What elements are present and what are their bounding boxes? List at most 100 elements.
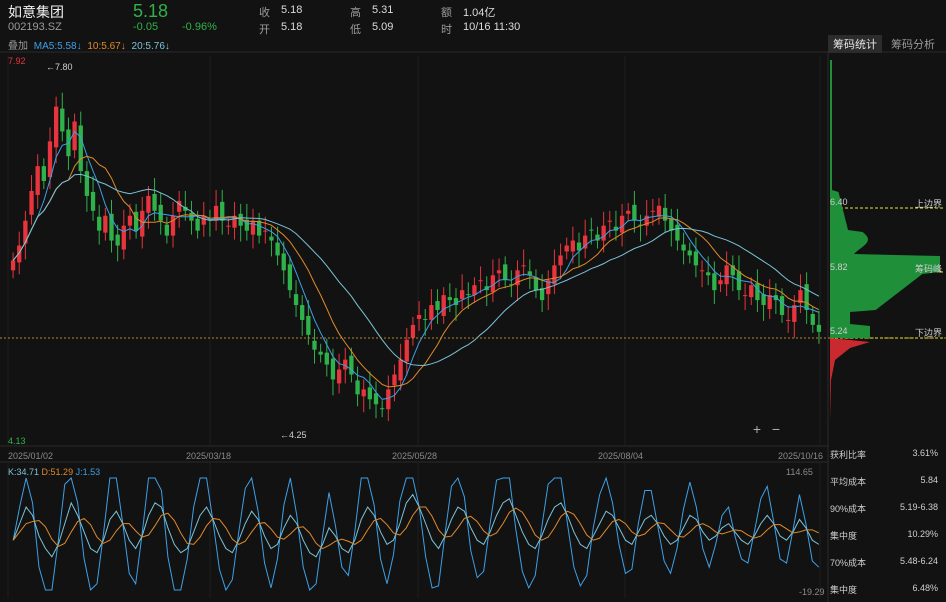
ma-line bbox=[12, 130, 820, 400]
candle-body bbox=[164, 224, 170, 236]
candle-body bbox=[398, 359, 403, 381]
candle-body bbox=[183, 206, 188, 211]
candle-body bbox=[712, 273, 717, 291]
date-label: 2025/03/18 bbox=[186, 451, 232, 461]
kdj-j: J:1.53 bbox=[75, 467, 101, 477]
candle-body bbox=[121, 225, 126, 250]
stat-value: 5.19-6.38 bbox=[899, 502, 938, 512]
candle-body bbox=[146, 195, 151, 213]
stat-value: 10.29% bbox=[907, 529, 938, 539]
candle-body bbox=[539, 288, 545, 301]
candle-body bbox=[127, 215, 133, 226]
candle-body bbox=[779, 296, 785, 315]
candle-body bbox=[10, 260, 16, 271]
candle-body bbox=[810, 313, 815, 325]
candle-body bbox=[201, 215, 206, 225]
quote-value: 10/16 11:30 bbox=[463, 21, 521, 33]
candle-body bbox=[459, 290, 465, 300]
candle-body bbox=[263, 230, 268, 232]
price-change: -0.05 bbox=[133, 21, 159, 33]
ma5-value: MA5:5.58↓ bbox=[33, 41, 82, 52]
candle-body bbox=[170, 215, 176, 236]
price-axis-high: 7.92 bbox=[8, 56, 26, 66]
candle-body bbox=[441, 295, 446, 316]
date-label: 2025/01/02 bbox=[8, 451, 54, 461]
date-label: 2025/10/16 bbox=[778, 451, 824, 461]
kdj-line bbox=[12, 506, 819, 550]
date-label: 2025/05/28 bbox=[392, 451, 438, 461]
date-label: 2025/08/04 bbox=[598, 451, 644, 461]
tab-chip-analysis[interactable]: 筹码分析 bbox=[891, 39, 935, 51]
candle-body bbox=[250, 220, 256, 235]
candle-body bbox=[583, 235, 588, 249]
kdj-line bbox=[12, 493, 820, 558]
candle-body bbox=[804, 284, 809, 311]
ma-line bbox=[12, 155, 820, 388]
quote-value: 5.18 bbox=[281, 21, 303, 33]
candle-body bbox=[595, 234, 600, 241]
quote-value: 5.09 bbox=[372, 21, 394, 33]
candle-body bbox=[706, 272, 711, 276]
chip-lower-price: 5.24 bbox=[830, 326, 848, 336]
candle-body bbox=[361, 389, 366, 397]
candle-body bbox=[281, 253, 286, 271]
chip-lower-label: 下边界 bbox=[915, 328, 943, 338]
chip-upper-price: 6.40 bbox=[830, 197, 848, 207]
candle-body bbox=[293, 294, 299, 306]
candle-body bbox=[306, 315, 311, 335]
candle-body bbox=[447, 297, 452, 301]
candle-body bbox=[226, 225, 231, 227]
chip-tabs: 筹码统计 筹码分析 bbox=[828, 35, 940, 53]
candle-body bbox=[742, 295, 748, 297]
candle-body bbox=[453, 298, 459, 306]
candle-body bbox=[699, 270, 705, 272]
price-axis-low: 4.13 bbox=[8, 436, 26, 446]
candle-body bbox=[644, 215, 649, 226]
stat-label: 平均成本 bbox=[830, 477, 867, 487]
stat-label: 集中度 bbox=[830, 585, 858, 595]
candle-body bbox=[115, 234, 120, 246]
tab-chip-stats[interactable]: 筹码统计 bbox=[828, 35, 882, 53]
candle-body bbox=[355, 380, 360, 395]
candle-body bbox=[220, 201, 225, 221]
candle-body bbox=[478, 280, 483, 282]
stock-name: 如意集团 bbox=[8, 4, 64, 20]
candle-body bbox=[410, 324, 416, 338]
stat-value: 3.61% bbox=[912, 448, 938, 458]
kdj-line bbox=[12, 476, 820, 592]
candle-body bbox=[816, 324, 822, 332]
candle-body bbox=[140, 210, 145, 237]
candle-body bbox=[213, 205, 219, 221]
zoom-in-button[interactable]: + bbox=[752, 421, 762, 437]
quote-label: 高 bbox=[350, 7, 361, 19]
candle-body bbox=[607, 220, 612, 222]
candle-body bbox=[287, 264, 293, 291]
candle-body bbox=[60, 108, 65, 132]
candle-body bbox=[244, 219, 249, 231]
candle-body bbox=[792, 305, 797, 322]
candle-body bbox=[152, 193, 157, 211]
candle-body bbox=[650, 210, 655, 212]
candle-body bbox=[41, 166, 46, 182]
stat-value: 5.48-6.24 bbox=[899, 556, 938, 566]
chip-upper-label: 上边界 bbox=[915, 199, 943, 209]
zoom-out-button[interactable]: − bbox=[771, 421, 781, 437]
candle-body bbox=[681, 244, 686, 251]
candle-body bbox=[503, 264, 508, 281]
candle-body bbox=[755, 283, 760, 301]
candle-body bbox=[435, 301, 440, 311]
candle-body bbox=[195, 218, 200, 231]
candle-body bbox=[466, 294, 471, 296]
candle-body bbox=[601, 225, 606, 241]
candle-body bbox=[392, 374, 397, 386]
candle-body bbox=[373, 393, 379, 405]
stat-value: 6.48% bbox=[912, 583, 938, 593]
candle-body bbox=[619, 215, 625, 233]
overlay-label[interactable]: 叠加 bbox=[8, 41, 28, 52]
quote-value: 1.04亿 bbox=[463, 7, 496, 19]
candle-body bbox=[558, 255, 563, 266]
candle-body bbox=[521, 265, 526, 267]
ma20-value: 20:5.76↓ bbox=[131, 41, 170, 52]
